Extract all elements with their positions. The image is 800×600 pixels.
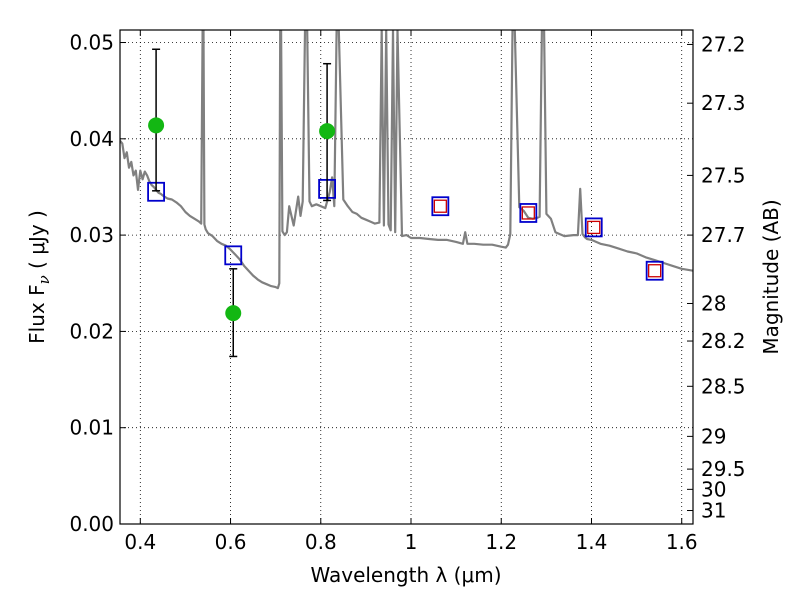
y-tick-label: 0.04 (69, 127, 114, 151)
y-axis-label-unit: ( μJy ) (25, 210, 49, 275)
y-tick-label: 0.05 (69, 31, 114, 55)
y2-tick-label: 28 (701, 291, 726, 315)
y-tick-label: 0.03 (69, 223, 114, 247)
model-square-marker (519, 203, 538, 223)
x-tick-label: 1.4 (576, 530, 608, 554)
model-inner-square-marker (433, 199, 447, 213)
y-axis-label-sub: ν (35, 275, 53, 284)
y-tick-label: 0.00 (69, 512, 114, 536)
grid-lines (120, 30, 693, 524)
observed-point (225, 305, 242, 322)
ticks: 0.4 0.6 0.8 1 1.2 1.4 1.6 0.00 0.01 0.02 0.03 0.04 0… (69, 30, 746, 554)
x-tick-label: 1.6 (666, 530, 698, 554)
model-inner-square-marker (587, 220, 601, 235)
y2-tick-label: 29 (701, 424, 726, 448)
data-layer (120, 30, 693, 358)
y-tick-label: 0.01 (69, 416, 114, 440)
x-tick-label: 0.4 (124, 530, 156, 554)
x-tick-label: 0.8 (305, 530, 337, 554)
y2-axis-label: Magnitude (AB) (759, 199, 783, 354)
model-inner-square-marker (521, 206, 535, 220)
x-axis-label: Wavelength λ (μm) (310, 563, 501, 587)
x-tick-label: 1 (405, 530, 418, 554)
plot-frame (119, 29, 694, 525)
x-tick-label: 1.2 (485, 530, 517, 554)
y2-tick-label: 31 (701, 499, 726, 523)
y-axis-label-main: Flux F (25, 284, 49, 343)
model-inner-square-marker (647, 264, 662, 278)
y2-tick-label: 27.5 (701, 163, 746, 187)
y2-tick-label: 29.5 (701, 457, 746, 481)
y2-tick-label: 28.5 (701, 374, 746, 398)
observed-point (319, 123, 336, 140)
model-square-marker (224, 245, 243, 266)
model-square-marker (645, 260, 664, 281)
model-square-marker (431, 196, 450, 217)
y2-tick-label: 30 (701, 477, 726, 501)
observed-point (148, 117, 165, 134)
spectrum-line (120, 30, 693, 290)
y2-tick-label: 28.2 (701, 329, 746, 353)
y2-tick-label: 27.2 (701, 32, 746, 56)
y2-tick-label: 27.7 (701, 223, 746, 247)
x-tick-label: 0.6 (215, 530, 247, 554)
y-axis-label: Flux Fν ( μJy ) (25, 210, 53, 344)
model-square-marker (584, 217, 603, 238)
y-tick-label: 0.02 (69, 319, 114, 343)
y2-tick-label: 27.3 (701, 91, 746, 115)
